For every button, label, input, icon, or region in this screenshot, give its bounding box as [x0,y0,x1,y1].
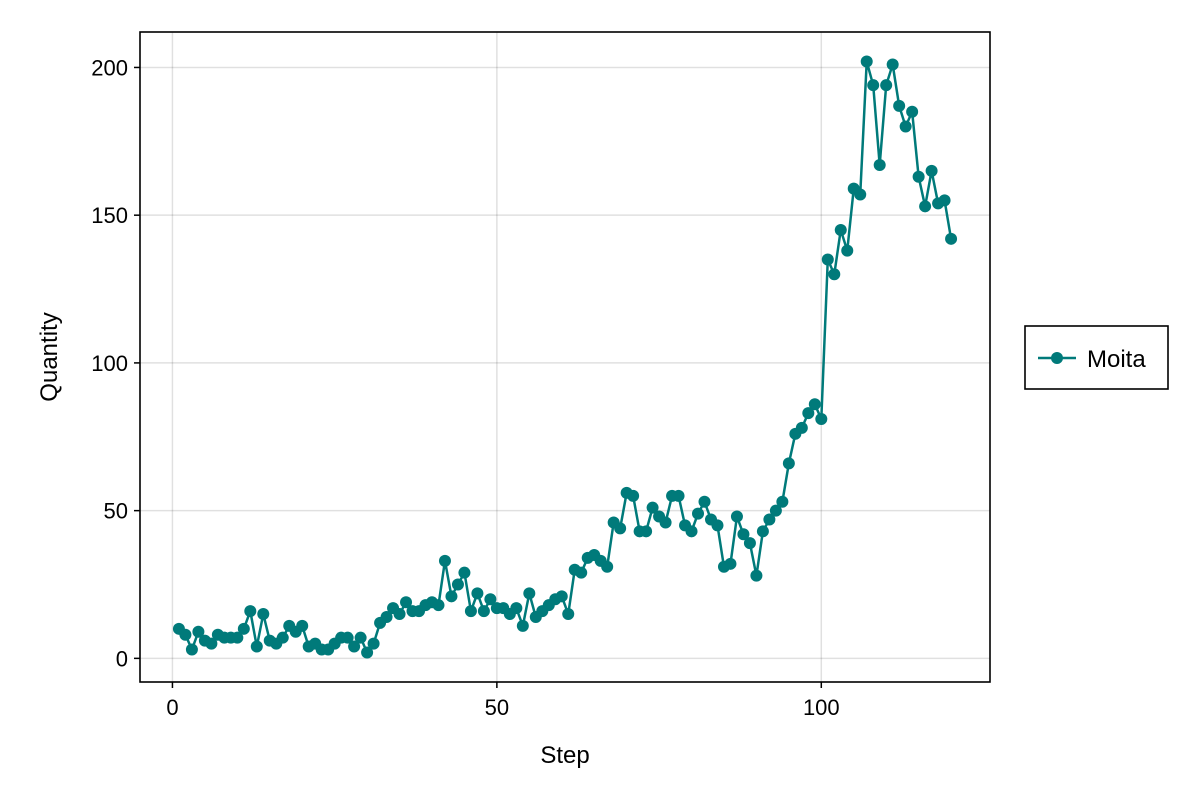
data-point [400,596,413,609]
data-point [367,637,380,650]
data-point [938,194,951,207]
data-point [257,608,270,621]
data-point [867,79,880,92]
data-point [250,640,263,653]
x-tick-label: 50 [485,695,509,720]
data-point [899,120,912,133]
data-point [640,525,653,538]
data-point [854,188,867,201]
data-point [912,170,925,183]
data-point [893,99,906,112]
data-point [555,590,568,603]
data-point [906,105,919,118]
data-point [614,522,627,535]
data-point [432,599,445,612]
legend-label-moita: Moita [1087,346,1146,373]
data-point [510,602,523,615]
x-axis-title: Step [540,742,589,769]
data-point [815,413,828,426]
data-point [743,537,756,550]
data-point [354,631,367,644]
data-point [185,643,198,656]
data-point [627,489,640,502]
data-point [523,587,536,600]
data-point [808,398,821,411]
data-point [724,557,737,570]
data-point [880,79,893,92]
data-point [393,608,406,621]
data-point [769,504,782,517]
data-point [873,158,886,171]
y-axis-ticks: 0 50 100 150 200 [91,55,140,671]
data-point [802,407,815,420]
data-point [341,631,354,644]
data-point [516,619,529,632]
data-point [737,528,750,541]
data-point [795,421,808,434]
data-point [945,232,958,245]
data-point [860,55,873,68]
data-point [646,501,659,514]
data-point [458,566,471,579]
x-tick-label: 0 [166,695,178,720]
data-point [451,578,464,591]
data-point [471,587,484,600]
data-point [205,637,218,650]
data-point [601,560,614,573]
data-point [730,510,743,523]
data-point [828,268,841,281]
y-tick-label: 50 [104,499,128,524]
data-point [821,253,834,266]
data-point [763,513,776,526]
legend-marker-moita [1051,352,1063,364]
y-tick-label: 150 [91,203,128,228]
data-point [841,244,854,257]
data-point [348,640,361,653]
data-point [477,605,490,618]
data-point [750,569,763,582]
data-point [562,608,575,621]
data-point [484,593,497,606]
data-point [361,646,374,659]
data-point [231,631,244,644]
data-point [692,507,705,520]
data-point [296,619,309,632]
data-point [179,628,192,641]
data-point [698,495,711,508]
y-tick-label: 100 [91,351,128,376]
y-tick-label: 0 [116,646,128,671]
grid-lines [140,32,990,682]
data-point [445,590,458,603]
data-point [886,58,899,71]
data-point [711,519,724,532]
data-point [782,457,795,470]
data-point [575,566,588,579]
data-point [756,525,769,538]
data-point [464,605,477,618]
data-point [438,554,451,567]
plot-frame [139,31,991,683]
y-axis-title: Quantity [36,312,63,401]
data-point [244,605,257,618]
data-point [925,164,938,177]
data-point [834,223,847,236]
data-point [919,200,932,213]
x-tick-label: 100 [803,695,840,720]
data-point [276,631,289,644]
data-point [685,525,698,538]
data-point [672,489,685,502]
data-point [776,495,789,508]
data-point [380,611,393,623]
plot-series [172,55,958,659]
data-point [659,516,672,529]
x-axis-ticks: 0 50 100 [166,682,840,720]
data-point [237,622,250,635]
y-tick-label: 200 [91,55,128,80]
legend: Moita [1024,325,1169,390]
data-point [192,625,205,638]
